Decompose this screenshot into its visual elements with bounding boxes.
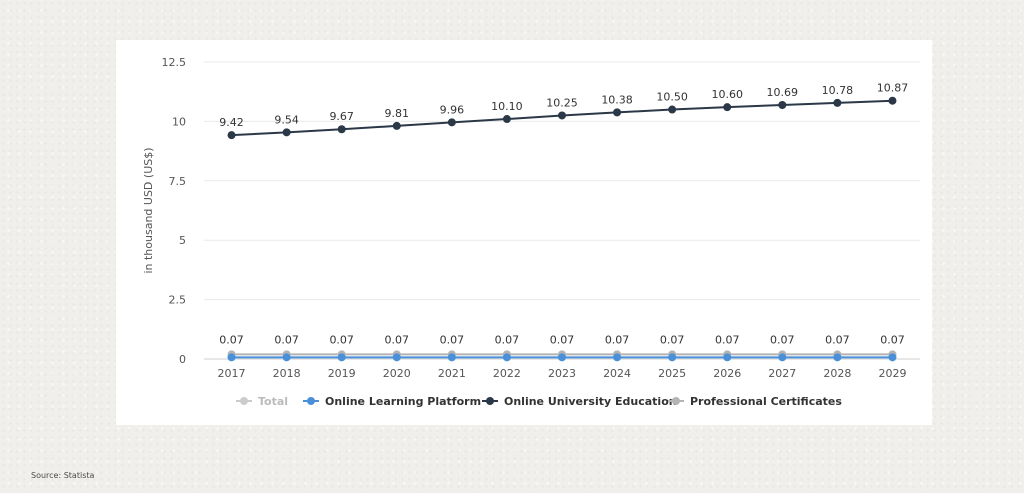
data-point[interactable] bbox=[778, 101, 787, 110]
x-tick-label: 2018 bbox=[273, 367, 301, 380]
data-label: 0.07 bbox=[880, 333, 905, 346]
data-point[interactable] bbox=[447, 118, 456, 127]
source-credit: Source: Statista bbox=[31, 471, 95, 480]
data-point[interactable] bbox=[502, 353, 511, 362]
data-point[interactable] bbox=[833, 98, 842, 107]
data-point[interactable] bbox=[668, 353, 677, 362]
x-tick-label: 2026 bbox=[713, 367, 741, 380]
y-tick-label: 0 bbox=[179, 353, 186, 366]
data-point[interactable] bbox=[723, 103, 732, 112]
data-point[interactable] bbox=[833, 353, 842, 362]
x-tick-label: 2029 bbox=[878, 367, 906, 380]
data-label: 9.96 bbox=[440, 103, 465, 116]
x-tick-label: 2017 bbox=[218, 367, 246, 380]
legend-item[interactable]: Professional Certificates bbox=[690, 395, 842, 408]
data-label: 9.67 bbox=[329, 110, 354, 123]
data-point[interactable] bbox=[502, 115, 511, 124]
x-tick-label: 2019 bbox=[328, 367, 356, 380]
data-point[interactable] bbox=[888, 353, 897, 362]
data-label: 0.07 bbox=[329, 333, 354, 346]
legend-marker bbox=[240, 397, 248, 405]
legend-marker bbox=[672, 397, 680, 405]
data-label: 10.87 bbox=[877, 82, 909, 95]
data-label: 0.07 bbox=[274, 333, 299, 346]
x-tick-label: 2021 bbox=[438, 367, 466, 380]
y-tick-label: 12.5 bbox=[162, 56, 187, 69]
data-label: 10.50 bbox=[656, 91, 688, 104]
x-tick-label: 2025 bbox=[658, 367, 686, 380]
data-point[interactable] bbox=[282, 353, 291, 362]
data-point[interactable] bbox=[558, 111, 566, 120]
data-point[interactable] bbox=[668, 105, 677, 114]
y-tick-label: 2.5 bbox=[169, 294, 187, 307]
x-tick-label: 2023 bbox=[548, 367, 576, 380]
data-label: 10.60 bbox=[711, 88, 743, 101]
y-tick-label: 10 bbox=[172, 115, 186, 128]
chart-card: 0 2.5 5 7.5 10 12.5 2017 2018 2019 2020 2021 2022 20… bbox=[116, 40, 932, 425]
x-tick-label: 2027 bbox=[768, 367, 796, 380]
data-label: 10.78 bbox=[822, 84, 854, 97]
data-label: 9.81 bbox=[385, 107, 410, 120]
data-label: 0.07 bbox=[550, 333, 575, 346]
y-tick-label: 7.5 bbox=[169, 175, 187, 188]
legend-item[interactable]: Total bbox=[258, 395, 288, 408]
data-label: 10.25 bbox=[546, 96, 578, 109]
data-point[interactable] bbox=[558, 353, 566, 362]
data-label: 10.38 bbox=[601, 93, 633, 106]
data-label: 0.07 bbox=[219, 333, 244, 346]
data-point[interactable] bbox=[337, 125, 346, 134]
data-label: 10.10 bbox=[491, 100, 523, 113]
data-label: 0.07 bbox=[660, 333, 685, 346]
data-label: 0.07 bbox=[825, 333, 850, 346]
data-label: 0.07 bbox=[715, 333, 740, 346]
data-point[interactable] bbox=[227, 131, 236, 140]
y-axis-title: in thousand USD (US$) bbox=[142, 147, 155, 273]
x-tick-label: 2020 bbox=[383, 367, 411, 380]
legend-item[interactable]: Online University Education bbox=[504, 395, 677, 408]
data-label: 0.07 bbox=[440, 333, 465, 346]
data-point[interactable] bbox=[337, 353, 346, 362]
data-point[interactable] bbox=[613, 353, 622, 362]
data-label: 9.42 bbox=[219, 116, 244, 129]
data-point[interactable] bbox=[613, 108, 622, 117]
data-label: 0.07 bbox=[495, 333, 520, 346]
x-tick-label: 2022 bbox=[493, 367, 521, 380]
data-point[interactable] bbox=[227, 353, 236, 362]
data-label: 9.54 bbox=[274, 113, 299, 126]
legend-marker bbox=[307, 397, 315, 405]
data-point[interactable] bbox=[778, 353, 787, 362]
data-point[interactable] bbox=[392, 121, 401, 130]
legend-marker bbox=[486, 397, 494, 405]
data-label: 0.07 bbox=[385, 333, 410, 346]
data-label: 0.07 bbox=[770, 333, 795, 346]
data-label: 10.69 bbox=[767, 86, 799, 99]
line-chart: 0 2.5 5 7.5 10 12.5 2017 2018 2019 2020 2021 2022 20… bbox=[142, 56, 920, 408]
x-tick-label: 2028 bbox=[823, 367, 851, 380]
data-point[interactable] bbox=[447, 353, 456, 362]
data-point[interactable] bbox=[392, 353, 401, 362]
data-label: 0.07 bbox=[605, 333, 630, 346]
legend-item[interactable]: Online Learning Platform bbox=[325, 395, 481, 408]
data-point[interactable] bbox=[723, 353, 732, 362]
data-point[interactable] bbox=[282, 128, 291, 137]
data-point[interactable] bbox=[888, 96, 897, 105]
y-tick-label: 5 bbox=[179, 234, 186, 247]
x-tick-label: 2024 bbox=[603, 367, 631, 380]
